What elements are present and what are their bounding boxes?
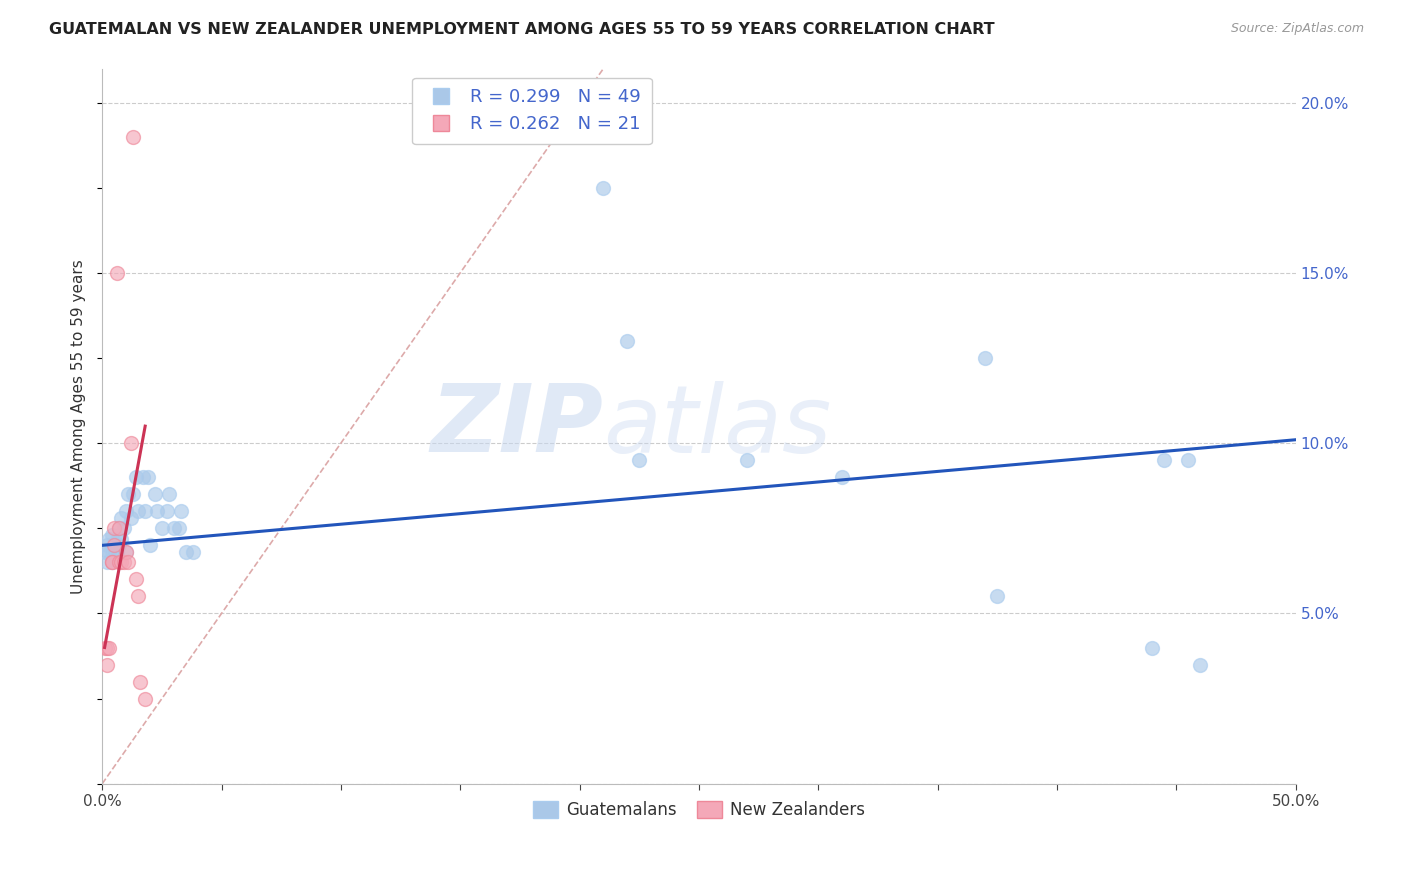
Point — [735, 453, 758, 467]
Legend: Guatemalans, New Zealanders: Guatemalans, New Zealanders — [526, 794, 872, 825]
Point — [103, 545, 125, 559]
Point — [120, 511, 142, 525]
Point — [100, 555, 122, 569]
Point — [105, 532, 128, 546]
Text: atlas: atlas — [603, 381, 832, 472]
Point — [134, 504, 156, 518]
Point — [1153, 453, 1175, 467]
Text: Source: ZipAtlas.com: Source: ZipAtlas.com — [1230, 22, 1364, 36]
Point — [100, 545, 122, 559]
Point — [156, 504, 179, 518]
Point — [157, 487, 180, 501]
Point — [132, 470, 155, 484]
Point — [100, 555, 122, 569]
Point — [167, 521, 190, 535]
Point — [117, 555, 139, 569]
Point — [108, 521, 131, 535]
Point — [134, 691, 156, 706]
Point — [1189, 657, 1212, 672]
Point — [124, 573, 146, 587]
Point — [1142, 640, 1164, 655]
Point — [100, 555, 122, 569]
Point — [98, 532, 121, 546]
Point — [143, 487, 166, 501]
Point — [115, 545, 138, 559]
Point — [120, 436, 142, 450]
Point — [108, 521, 131, 535]
Point — [105, 266, 128, 280]
Point — [110, 532, 132, 546]
Point — [117, 487, 139, 501]
Point — [115, 545, 138, 559]
Point — [93, 545, 115, 559]
Point — [127, 504, 149, 518]
Point — [974, 351, 997, 365]
Point — [103, 538, 125, 552]
Point — [103, 538, 125, 552]
Point — [103, 521, 125, 535]
Point — [124, 470, 146, 484]
Point — [105, 545, 128, 559]
Point — [146, 504, 169, 518]
Point — [96, 538, 118, 552]
Point — [96, 657, 118, 672]
Point — [115, 504, 138, 518]
Point — [150, 521, 173, 535]
Point — [628, 453, 651, 467]
Point — [616, 334, 638, 348]
Point — [831, 470, 853, 484]
Point — [139, 538, 162, 552]
Point — [127, 590, 149, 604]
Point — [174, 545, 197, 559]
Point — [108, 555, 131, 569]
Point — [163, 521, 186, 535]
Point — [122, 129, 145, 144]
Text: GUATEMALAN VS NEW ZEALANDER UNEMPLOYMENT AMONG AGES 55 TO 59 YEARS CORRELATION C: GUATEMALAN VS NEW ZEALANDER UNEMPLOYMENT… — [49, 22, 995, 37]
Point — [136, 470, 159, 484]
Point — [100, 528, 122, 542]
Point — [98, 545, 121, 559]
Y-axis label: Unemployment Among Ages 55 to 59 years: Unemployment Among Ages 55 to 59 years — [72, 259, 86, 593]
Point — [110, 511, 132, 525]
Point — [170, 504, 193, 518]
Point — [1177, 453, 1199, 467]
Point — [181, 545, 204, 559]
Point — [112, 521, 135, 535]
Point — [122, 487, 145, 501]
Point — [98, 640, 121, 655]
Text: ZIP: ZIP — [430, 380, 603, 472]
Point — [93, 640, 115, 655]
Point — [96, 555, 118, 569]
Point — [110, 555, 132, 569]
Point — [129, 674, 152, 689]
Point — [986, 590, 1008, 604]
Point — [112, 555, 135, 569]
Point — [592, 180, 614, 194]
Point — [96, 640, 118, 655]
Point — [108, 538, 131, 552]
